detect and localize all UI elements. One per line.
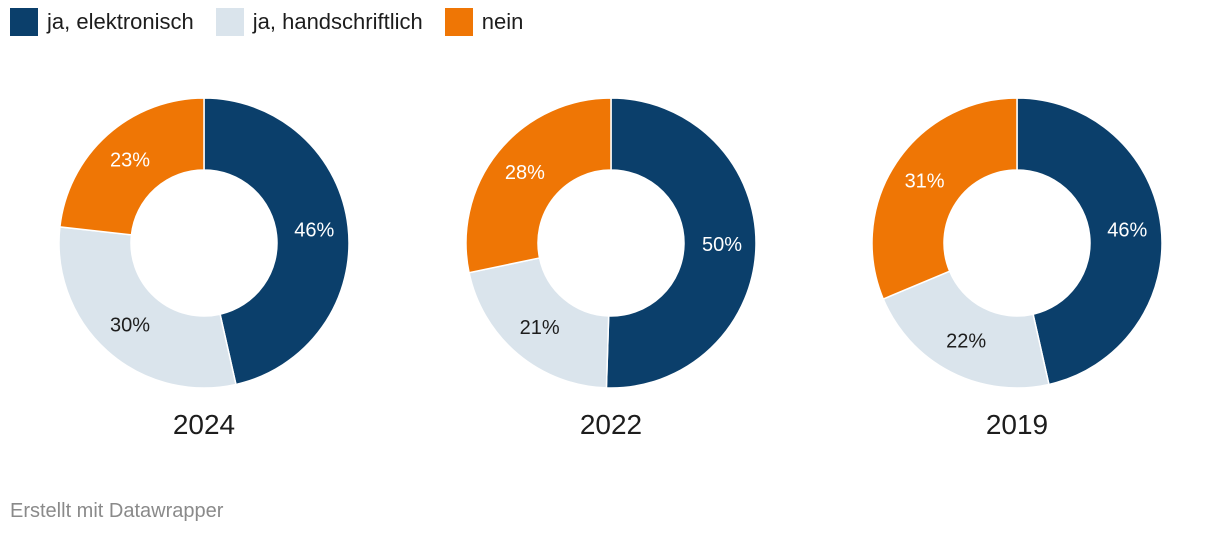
donut-2024: 46% 30% 23% 2024: [58, 97, 350, 440]
donut-2022: 50% 21% 28% 2022: [465, 97, 757, 440]
slice-label-2024-1: 30%: [110, 315, 150, 337]
legend-item-handwritten: ja, handschriftlich: [215, 8, 423, 36]
footer-credit: Erstellt mit Datawrapper: [10, 500, 224, 522]
legend-item-electronic: ja, elektronisch: [10, 8, 194, 36]
slice-2024-2: [59, 97, 205, 236]
slice-2022-2: [465, 97, 612, 274]
slice-2022-0: [605, 97, 757, 389]
chart-title-2024: 2024: [173, 409, 235, 440]
slice-2019-0: [1016, 97, 1163, 386]
legend-item-no: nein: [444, 8, 524, 36]
chart-title-2022: 2022: [580, 409, 642, 440]
legend-swatch-handwritten: [215, 8, 244, 36]
slice-2022-1: [468, 257, 610, 389]
slice-label-2022-2: 28%: [505, 162, 545, 184]
slice-label-2019-0: 46%: [1107, 220, 1147, 242]
slice-label-2022-1: 21%: [520, 317, 560, 339]
slice-2024-0: [203, 97, 350, 386]
chart-title-2019: 2019: [986, 409, 1048, 440]
slice-label-2024-2: 23%: [110, 149, 150, 171]
legend: ja, elektronisch ja, handschriftlich nei…: [10, 8, 545, 36]
legend-swatch-no: [444, 8, 473, 36]
slice-2019-1: [882, 270, 1050, 389]
slice-2024-1: [58, 226, 237, 389]
slice-label-2022-0: 50%: [702, 234, 742, 256]
slice-label-2019-2: 31%: [905, 171, 945, 193]
legend-label-no: nein: [481, 9, 524, 34]
legend-swatch-electronic: [10, 8, 38, 36]
slice-2019-2: [871, 97, 1018, 301]
slice-label-2024-0: 46%: [294, 220, 334, 242]
legend-label-handwritten: ja, handschriftlich: [252, 9, 423, 34]
legend-label-electronic: ja, elektronisch: [47, 9, 194, 34]
slice-label-2019-1: 22%: [946, 331, 986, 353]
donut-2019: 46% 22% 31% 2019: [871, 97, 1163, 440]
